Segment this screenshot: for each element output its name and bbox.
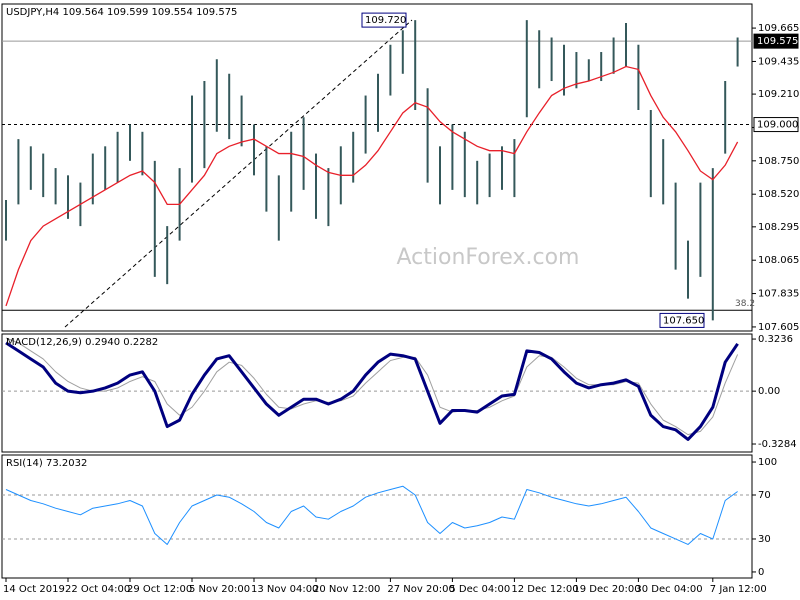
y-tick-label: 107.605 (758, 322, 799, 333)
x-tick-label: 27 Nov 20:00 (387, 584, 454, 595)
y-tick-label: 100 (758, 457, 777, 468)
trend-line (64, 19, 413, 328)
x-tick-label: 7 Jan 12:00 (710, 584, 767, 595)
panel-title: RSI(14) 73.2032 (6, 458, 87, 469)
price-box (753, 33, 799, 49)
x-tick-label: 5 Dec 04:00 (449, 584, 510, 595)
y-tick-label: 0.3236 (758, 334, 793, 345)
x-tick-label: 13 Nov 04:00 (251, 584, 318, 595)
moving-average (5, 65, 739, 307)
panel-title: MACD(12,26,9) 0.2940 0.2282 (6, 337, 158, 348)
y-tick-label: 108.065 (758, 255, 799, 266)
callout-label: 107.650 (663, 315, 704, 326)
y-tick-label: 0 (758, 567, 764, 578)
x-tick-label: 5 Nov 20:00 (189, 584, 250, 595)
panel-frame (1, 3, 753, 332)
y-tick-label: 109.665 (758, 23, 799, 34)
callout-box (361, 12, 407, 28)
panel-frame (1, 454, 753, 579)
y-tick-label: 108.750 (758, 156, 799, 167)
fib-label: 38.2 (735, 299, 755, 309)
indicator-line (5, 337, 739, 436)
y-tick-label: 107.835 (758, 289, 799, 300)
x-tick-label: 29 Oct 12:00 (127, 584, 192, 595)
y-tick-label: -0.3284 (758, 439, 797, 450)
panel-frame (1, 333, 753, 453)
x-tick-label: 12 Dec 12:00 (511, 584, 578, 595)
callout-label: 109.720 (365, 15, 406, 26)
y-tick-label: 0.00 (758, 386, 780, 397)
y-tick-label: 30 (758, 534, 771, 545)
panel-title: USDJPY,H4 109.564 109.599 109.554 109.57… (6, 7, 237, 18)
price-box (753, 117, 799, 133)
y-tick-label: 109.210 (758, 89, 799, 100)
x-tick-label: 22 Oct 04:00 (65, 584, 130, 595)
x-tick-label: 30 Dec 04:00 (635, 584, 702, 595)
callout-box (659, 312, 705, 328)
x-tick-label: 19 Dec 20:00 (573, 584, 640, 595)
x-tick-label: 14 Oct 2019 (3, 584, 65, 595)
y-tick-label: 108.295 (758, 222, 799, 233)
x-tick-label: 20 Nov 12:00 (313, 584, 380, 595)
price-box-label: 109.000 (757, 120, 798, 131)
y-tick-label: 108.520 (758, 189, 799, 200)
y-tick-label: 109.435 (758, 56, 799, 67)
y-tick-label: 70 (758, 490, 771, 501)
price-box-label: 109.575 (757, 36, 798, 47)
indicator-line (5, 341, 739, 441)
watermark: ActionForex.com (397, 245, 580, 270)
indicator-line (5, 485, 738, 545)
